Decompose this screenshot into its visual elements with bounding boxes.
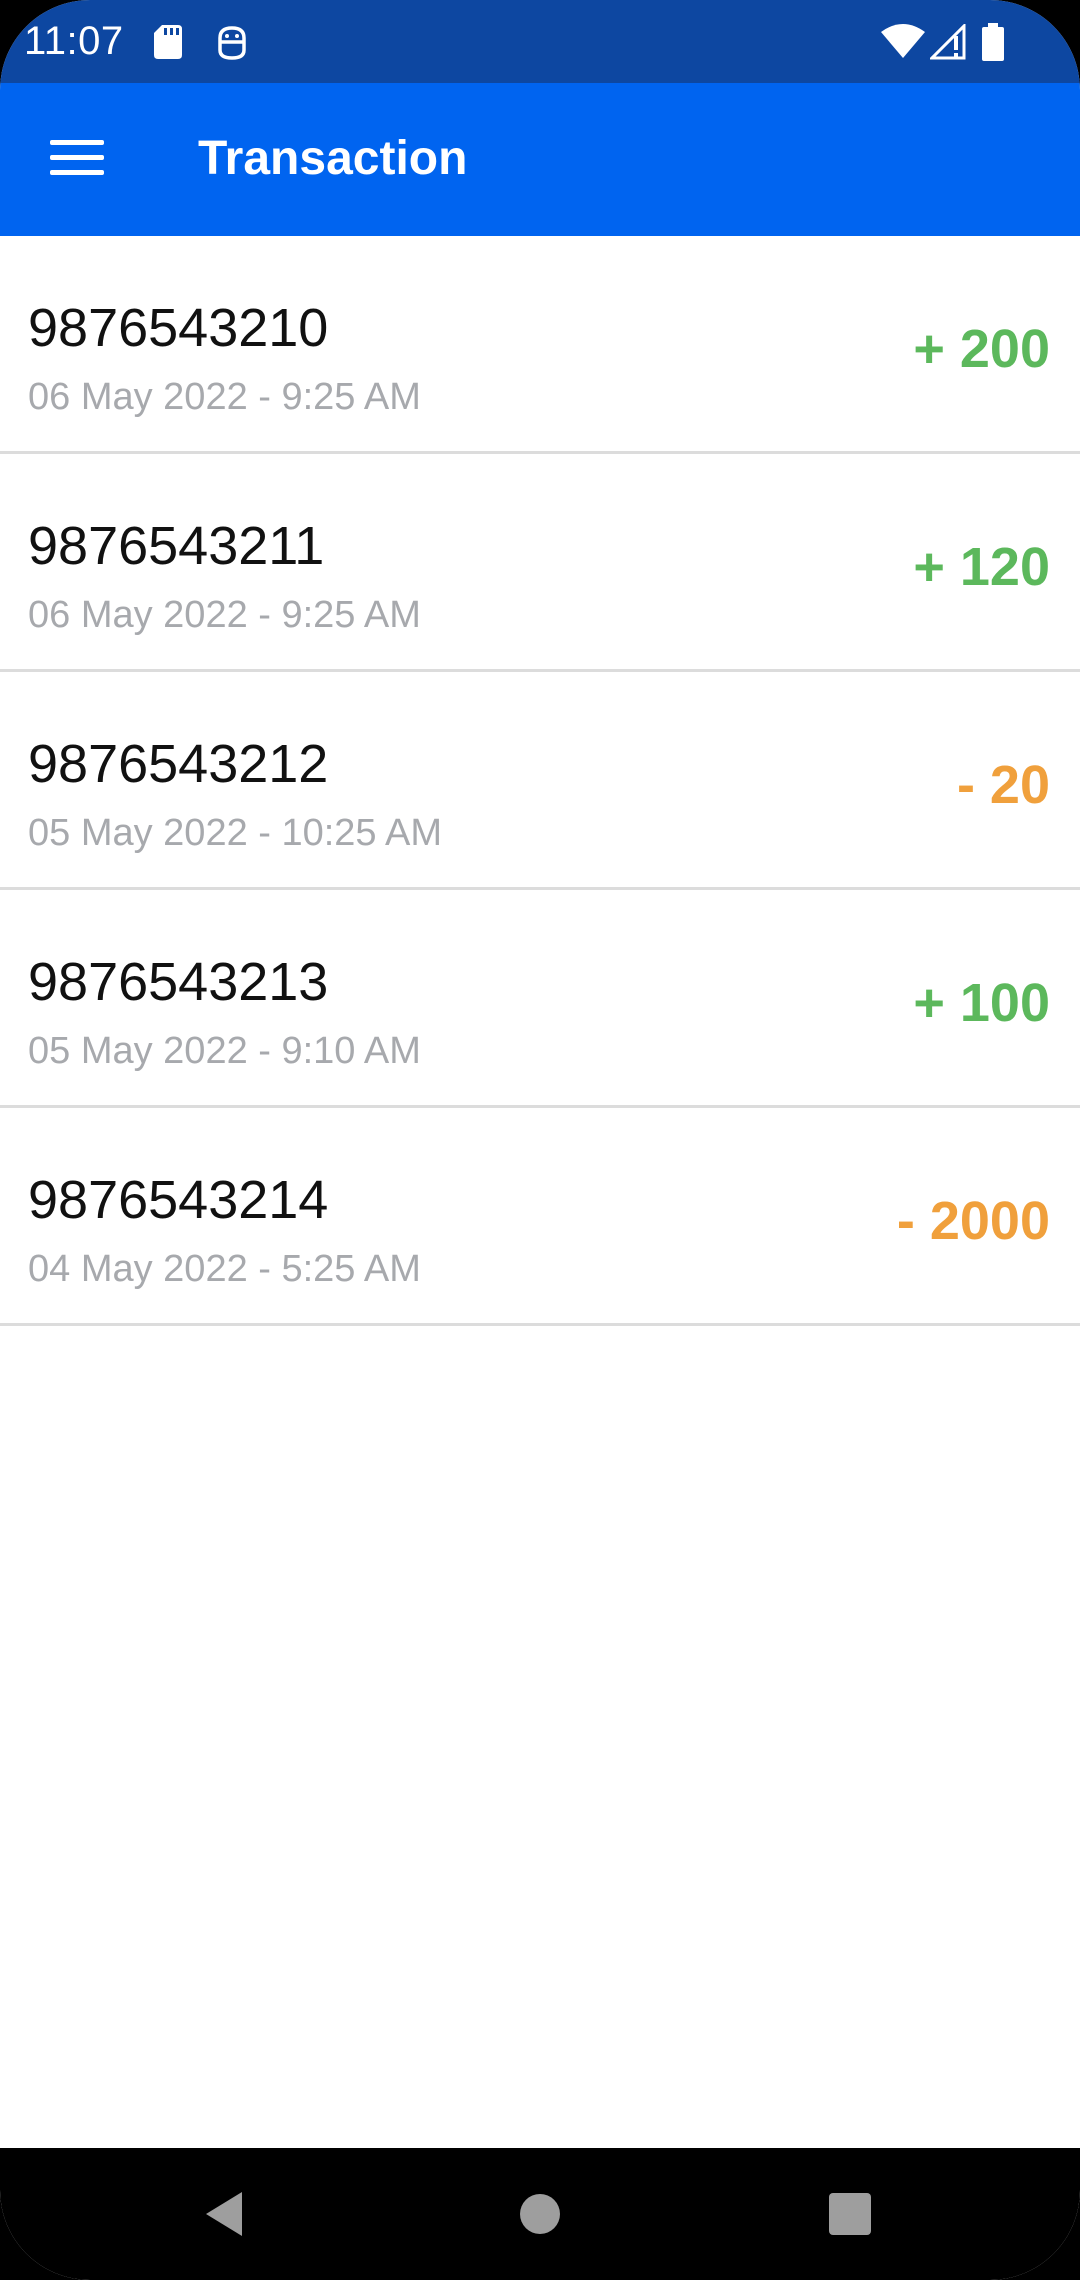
wifi-icon (880, 20, 926, 64)
page-title: Transaction (198, 132, 468, 185)
battery-icon (976, 20, 1010, 64)
transaction-row[interactable]: 9876543212 05 May 2022 - 10:25 AM - 20 (0, 672, 1080, 890)
transaction-row[interactable]: 9876543210 06 May 2022 - 9:25 AM + 200 (0, 236, 1080, 454)
transaction-number: 9876543210 (28, 298, 329, 358)
transaction-amount: + 200 (913, 319, 1050, 379)
status-bar: 11:07 (0, 0, 1080, 83)
status-time: 11:07 (24, 19, 124, 63)
transaction-amount: + 120 (913, 537, 1050, 597)
transaction-row[interactable]: 9876543214 04 May 2022 - 5:25 AM - 2000 (0, 1108, 1080, 1326)
transaction-date: 04 May 2022 - 5:25 AM (28, 1248, 421, 1290)
transaction-amount: - 2000 (896, 1191, 1050, 1251)
transaction-date: 06 May 2022 - 9:25 AM (28, 376, 421, 418)
hamburger-menu-icon (50, 138, 104, 183)
transaction-row[interactable]: 9876543213 05 May 2022 - 9:10 AM + 100 (0, 890, 1080, 1108)
transaction-date: 05 May 2022 - 9:10 AM (28, 1030, 421, 1072)
menu-button[interactable] (30, 119, 124, 201)
transaction-number: 9876543213 (28, 952, 329, 1012)
recents-button[interactable] (818, 2184, 882, 2248)
back-icon (202, 2190, 246, 2243)
system-nav-bar (0, 2148, 1080, 2280)
transaction-list: 9876543210 06 May 2022 - 9:25 AM + 200 9… (0, 236, 1080, 1326)
cellular-signal-icon (928, 20, 968, 64)
home-icon (518, 2192, 562, 2241)
back-button[interactable] (192, 2184, 256, 2248)
transaction-number: 9876543212 (28, 734, 329, 794)
home-button[interactable] (508, 2184, 572, 2248)
recents-icon (828, 2192, 872, 2241)
transaction-amount: - 20 (956, 755, 1050, 815)
transaction-amount: + 100 (913, 973, 1050, 1033)
transaction-date: 05 May 2022 - 10:25 AM (28, 812, 443, 854)
transaction-number: 9876543211 (28, 516, 325, 576)
transaction-date: 06 May 2022 - 9:25 AM (28, 594, 421, 636)
transaction-row[interactable]: 9876543211 06 May 2022 - 9:25 AM + 120 (0, 454, 1080, 672)
transaction-number: 9876543214 (28, 1170, 329, 1230)
sd-card-icon (150, 20, 186, 64)
app-bar: Transaction (0, 83, 1080, 236)
android-debug-icon (212, 20, 252, 64)
